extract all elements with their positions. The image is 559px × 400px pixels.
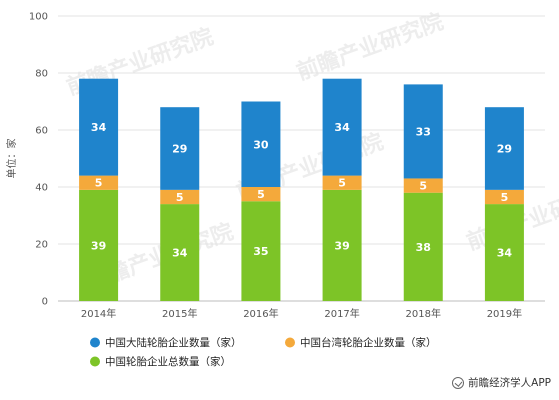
data-label: 5 [419, 180, 427, 193]
data-label: 34 [91, 121, 107, 134]
x-tick-label: 2019年 [487, 307, 522, 320]
data-label: 33 [416, 125, 431, 138]
data-label: 29 [172, 143, 187, 156]
data-label: 5 [501, 191, 509, 204]
data-label: 39 [334, 239, 349, 252]
x-tick-label: 2016年 [243, 307, 278, 320]
bar-segment [322, 78, 362, 176]
bar-segment [241, 187, 281, 202]
data-label: 34 [334, 121, 350, 134]
bar-segment [241, 201, 281, 301]
x-tick-label: 2014年 [81, 307, 116, 320]
source-logo-icon [452, 376, 465, 389]
legend-marker [90, 337, 100, 348]
data-label: 34 [497, 247, 513, 260]
bar-segment [241, 101, 281, 187]
data-label: 35 [253, 245, 268, 258]
legend-marker [90, 356, 100, 367]
y-tick-label: 20 [35, 240, 48, 251]
bar-segment [160, 107, 200, 190]
source-text: 前瞻经济学人APP [468, 377, 551, 389]
data-label: 5 [338, 177, 346, 190]
bar-segment [160, 204, 200, 301]
x-tick-label: 2015年 [162, 307, 197, 320]
bar-segment [79, 189, 119, 301]
data-label: 39 [91, 239, 106, 252]
x-tick-label: 2018年 [406, 307, 441, 320]
bar-segment [403, 84, 443, 179]
watermark-text: 前瞻产业研究院 [293, 9, 447, 86]
data-label: 29 [497, 143, 512, 156]
legend-label: 中国台湾轮胎企业数量（家） [300, 336, 437, 349]
bar-segment [484, 204, 524, 301]
source-credit: 前瞻经济学人APP [452, 375, 551, 390]
y-tick-label: 40 [35, 183, 48, 194]
bar-segment [322, 189, 362, 301]
bar-segment [322, 175, 362, 190]
y-axis-label: 单位：家 [5, 139, 18, 179]
bar-segment [403, 192, 443, 301]
bar-segment [160, 189, 200, 205]
y-tick-label: 0 [42, 297, 48, 308]
data-label: 5 [95, 177, 103, 190]
legend-label: 中国轮胎企业总数量（家） [105, 355, 231, 368]
data-label: 34 [172, 247, 188, 260]
data-label: 38 [416, 241, 431, 254]
y-tick-label: 80 [35, 69, 48, 80]
bar-segment [403, 178, 443, 193]
data-label: 5 [176, 191, 184, 204]
data-label: 5 [257, 188, 265, 201]
y-tick-label: 100 [29, 12, 48, 23]
bar-segment [484, 189, 524, 205]
bar-segment [79, 175, 119, 190]
bar-segment [79, 78, 119, 176]
bar-segment [484, 107, 524, 190]
y-tick-label: 60 [35, 126, 48, 137]
data-label: 30 [253, 138, 269, 151]
legend-label: 中国大陆轮胎企业数量（家） [105, 336, 242, 349]
x-tick-label: 2017年 [324, 307, 359, 320]
legend-marker [285, 337, 295, 348]
